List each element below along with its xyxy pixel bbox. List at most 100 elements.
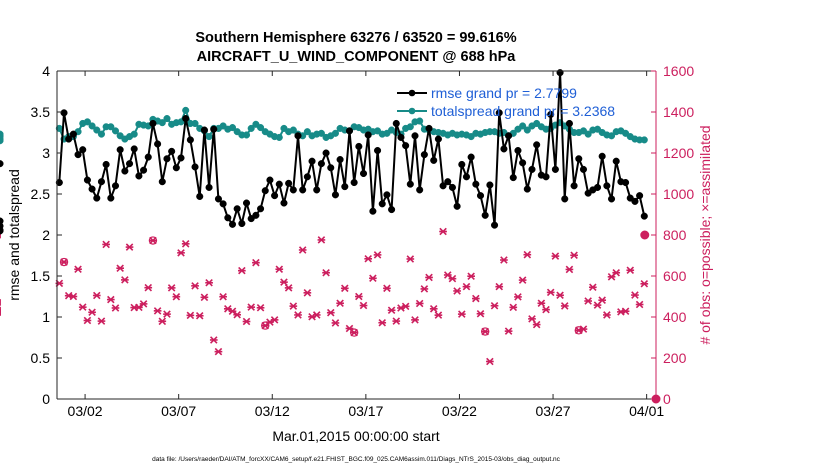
obs-assimilated-point [603,311,611,319]
right-y-tick-label: 1000 [663,186,694,202]
rmse-point [453,202,461,210]
x-tick-label: 03/07 [161,403,196,419]
x-tick-label: 03/27 [536,403,571,419]
rmse-point [0,222,4,230]
rmse-point [397,133,405,141]
totalspread-point [191,119,199,128]
rmse-point [345,127,354,135]
rmse-point [622,178,630,187]
totalspread-point [0,137,4,145]
obs-assimilated-point [411,316,419,324]
axes-layer: 0 0.5 1 1.5 2 2.5 3 3.5 4 0 200 400 600 800 1000 1200 14… [31,63,695,419]
rmse-point [359,169,368,178]
totalspread-point [228,124,237,132]
obs-assimilated-point [509,303,518,312]
obs-assimilated-point [570,251,578,260]
obs-assimilated-point [373,251,382,259]
obs-assimilated-point [584,297,592,305]
rmse-point [430,156,438,164]
rmse-point [0,160,4,168]
obs-assimilated-point [275,265,284,274]
plot-area [57,71,656,399]
rmse-point [191,163,199,171]
obs-assimilated-point [261,321,270,330]
rmse-point [327,164,335,172]
rmse-point [528,165,536,173]
rmse-point [172,164,180,172]
totalspread-point [584,130,592,138]
rmse-point [416,186,424,194]
obs-assimilated-point [139,300,148,308]
obs-assimilated-point [247,303,256,311]
obs-assimilated-point [546,288,555,297]
rmse-point [369,207,377,215]
rmse-point [158,178,166,186]
left-y-tick-label: 2.5 [31,186,51,202]
rmse-point [341,183,349,191]
rmse-point [533,141,541,149]
rmse-point [392,119,400,128]
obs-possible-point [574,326,583,335]
rmse-point [607,195,616,203]
rmse-point [69,130,77,138]
obs-assimilated-point [242,317,251,326]
totalspread-point [107,123,115,131]
rmse-point [603,182,611,190]
rmse-point [214,195,222,203]
obs-assimilated-point [191,282,199,290]
rmse-point [102,160,110,169]
obs-assimilated-point [284,284,293,292]
obs-assimilated-point [331,319,340,327]
totalspread-point [317,129,325,137]
legend: rmse grand pr = 2.7799 totalspread grand… [397,85,615,119]
totalspread-point [303,128,311,136]
left-y-tick-label: 0 [42,391,50,407]
obs-assimilated-point [317,236,326,244]
rmse-point [163,155,171,163]
obs-assimilated-point [97,317,106,325]
obs-assimilated-point [172,292,181,301]
totalspread-point [83,118,91,126]
obs-assimilated-point [125,243,134,251]
rmse-point [636,192,644,200]
rmse-point [65,135,73,143]
rmse-point [210,125,218,133]
rmse-point [350,178,358,187]
obs-assimilated-point [556,291,564,300]
right-y-tick-label: 800 [663,227,687,243]
obs-assimilated-point [518,276,527,284]
rmse-point [60,109,68,117]
rmse-point [556,69,564,77]
rmse-point [481,211,489,219]
left-y-tick-label: 0.5 [31,350,51,366]
rmse-point [388,206,396,214]
rmse-point [135,172,143,180]
obs-assimilated-point [233,310,242,319]
obs-assimilated-point [214,347,223,356]
totalspread-point [93,126,101,134]
obs-assimilated-point [588,283,597,292]
obs-assimilated-point [579,325,588,333]
obs-last-point [640,230,650,240]
rmse-point [233,205,241,213]
obs-assimilated-point [326,308,335,317]
rmse-point [200,126,208,134]
obs-assimilated-point [490,301,499,310]
obs-assimilated-point [387,306,396,315]
rmse-point [547,110,555,119]
obs-assimilated-point [462,282,471,291]
obs-assimilated-point [523,250,532,259]
rmse-point [561,195,569,203]
x-tick-label: 03/22 [442,403,477,419]
rmse-point [116,146,124,154]
rmse-point [579,165,588,173]
obs-assimilated-point [177,249,185,257]
obs-assimilated-point [383,284,391,293]
obs-assimilated-point [181,240,190,248]
obs-assimilated-point [439,227,447,236]
left-y-tick-label: 3 [42,145,50,161]
rmse-point [542,173,550,181]
legend-totalspread-marker [408,107,416,115]
obs-assimilated-point [551,252,560,260]
